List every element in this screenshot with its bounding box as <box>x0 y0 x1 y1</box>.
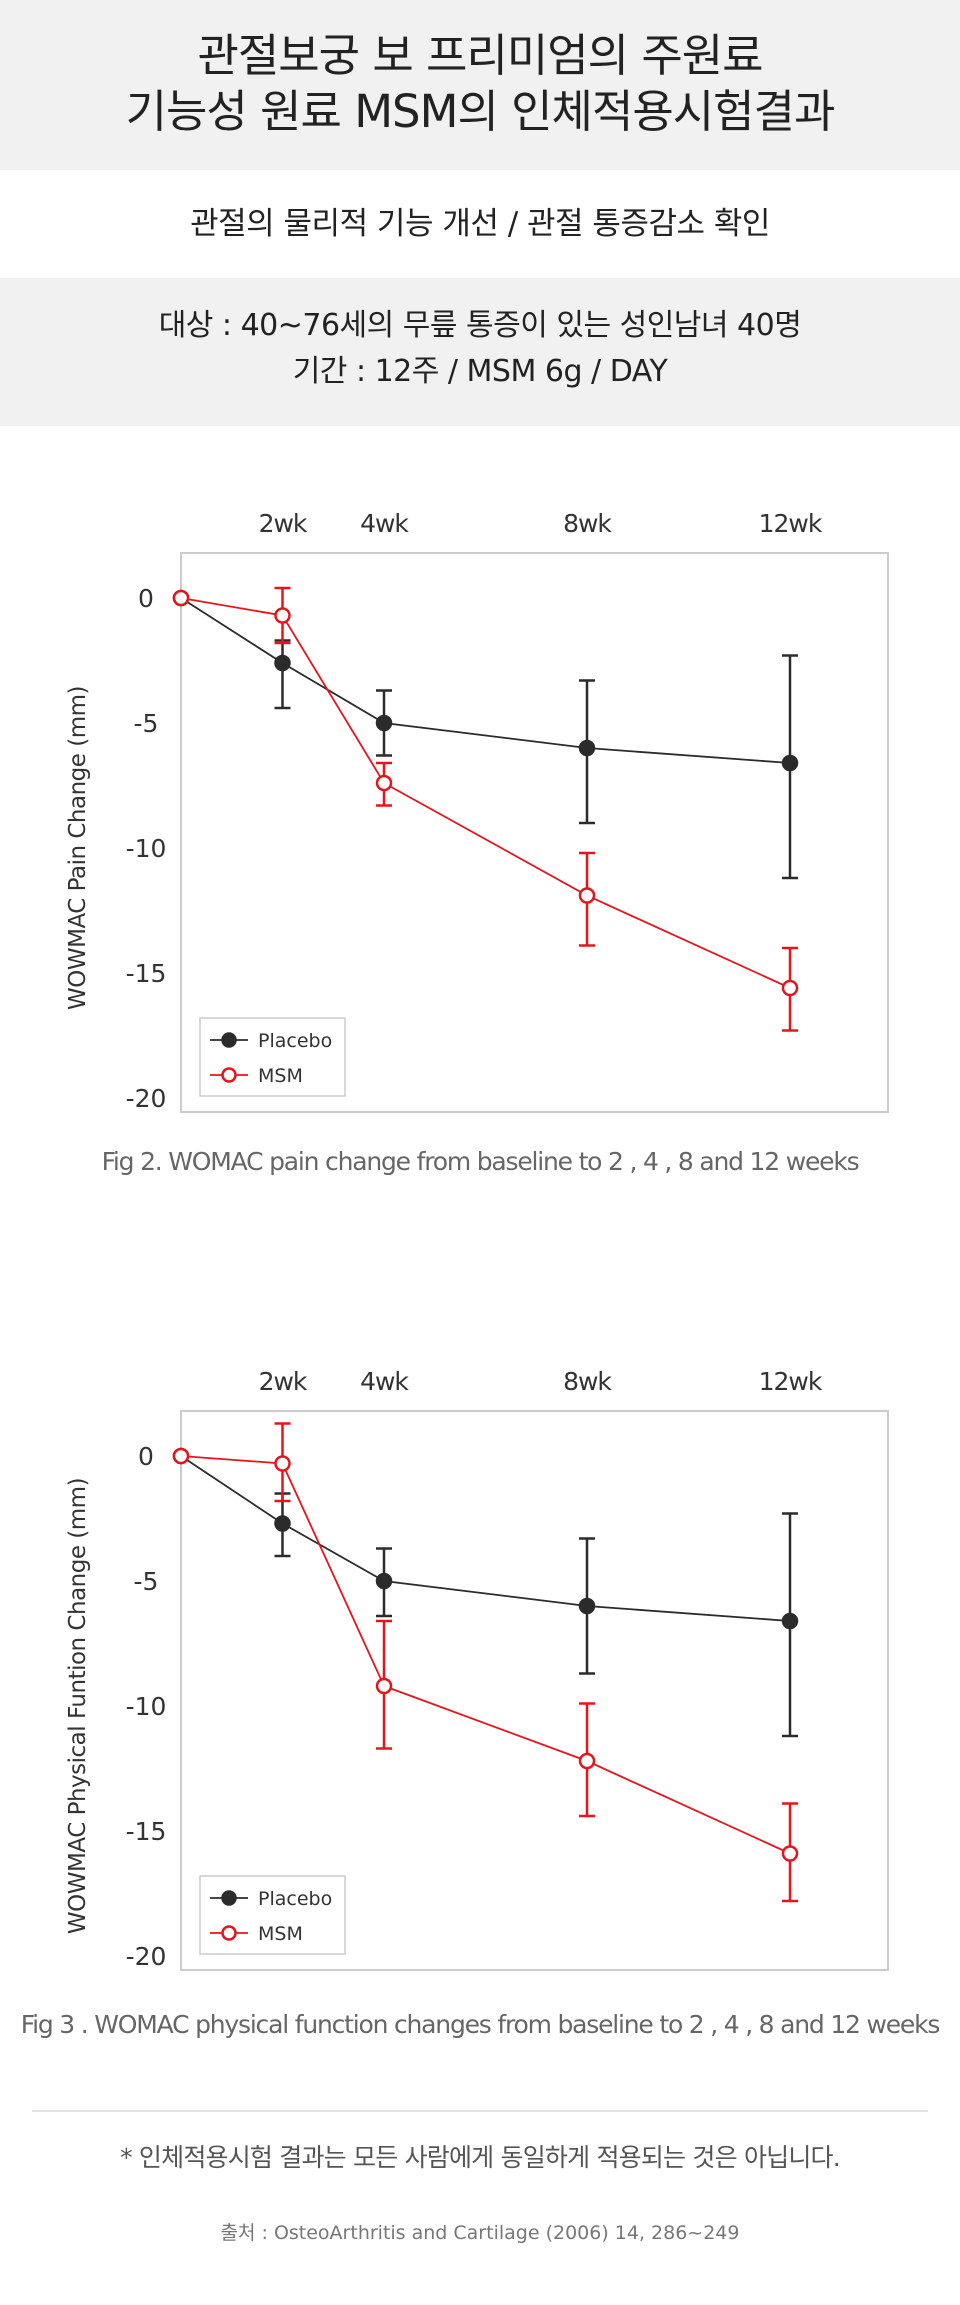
msm-data-point <box>578 887 596 904</box>
plot-frame <box>180 1410 889 1971</box>
legend-box <box>199 1875 346 1955</box>
placebo-data-point <box>375 714 393 732</box>
msm-data-point <box>578 1752 596 1770</box>
x-category-label: 2wk <box>259 509 308 538</box>
legend-marker <box>221 1925 237 1941</box>
legend-label: MSM <box>258 1923 303 1945</box>
placebo-data-point <box>274 654 291 672</box>
placebo-data-point <box>781 754 799 772</box>
msm-data-point <box>172 1447 190 1465</box>
study-subject-line: 대상 : 40~76세의 무릎 통증이 있는 성인남녀 40명 <box>158 308 802 343</box>
placebo-data-point <box>274 1515 291 1532</box>
footer-divider <box>32 2110 928 2112</box>
x-category-label: 2wk <box>259 1367 308 1396</box>
plot-frame <box>180 552 889 1113</box>
y-tick-label: -5 <box>134 1567 159 1596</box>
x-category-label: 8wk <box>563 509 612 538</box>
legend-marker <box>221 1890 237 1906</box>
pain-chart-caption: Fig 2. WOMAC pain change from baseline t… <box>101 1147 860 1176</box>
function-chart-svg: 2wk 4wk 8wk 12wk 0 -5 -10 -15 -20 WOWMAC Physical… <box>65 1367 889 1971</box>
legend-label: Placebo <box>258 1888 332 1910</box>
y-tick-label: -5 <box>134 709 159 738</box>
y-axis-label: WOWMAC Pain Change (mm) <box>65 686 91 1010</box>
legend-label: Placebo <box>258 1030 332 1052</box>
msm-data-point <box>274 607 291 624</box>
placebo-data-point <box>781 1612 799 1630</box>
subtitle-band: 관절의 물리적 기능 개선 / 관절 통증감소 확인 <box>0 170 960 278</box>
source-citation: 출처 : OsteoArthritis and Cartilage (2006)… <box>220 2222 740 2244</box>
y-tick-label: -15 <box>126 959 167 988</box>
page-title-line2: 기능성 원료 MSM의 인체적용시험결과 <box>125 85 836 138</box>
legend-marker <box>221 1032 237 1048</box>
function-chart-caption: Fig 3 . WOMAC physical function changes … <box>20 2010 941 2039</box>
x-category-label: 12wk <box>759 509 823 538</box>
y-tick-label: -10 <box>126 834 167 863</box>
study-info-band: 대상 : 40~76세의 무릎 통증이 있는 성인남녀 40명 기간 : 12주… <box>0 278 960 426</box>
y-tick-label: 0 <box>138 584 154 613</box>
y-tick-label: -20 <box>126 1942 167 1971</box>
disclaimer-text: * 인체적용시험 결과는 모든 사람에게 동일하게 적용되는 것은 아닙니다. <box>120 2143 841 2172</box>
msm-data-point <box>375 774 393 792</box>
page-subtitle: 관절의 물리적 기능 개선 / 관절 통증감소 확인 <box>190 206 770 242</box>
msm-data-point <box>781 1845 799 1862</box>
placebo-data-point <box>375 1572 393 1590</box>
y-axis-label: WOWMAC Physical Funtion Change (mm) <box>65 1478 91 1934</box>
legend-label: MSM <box>258 1065 303 1087</box>
msm-data-point <box>781 979 799 997</box>
msm-data-point <box>172 589 190 607</box>
pain-chart-svg: 2wk 4wk 8wk 12wk 0 -5 -10 -15 -20 WOWMAC Pain Cha… <box>65 509 889 1113</box>
y-tick-label: -10 <box>126 1692 167 1721</box>
x-category-label: 4wk <box>360 1367 409 1396</box>
study-period-line: 기간 : 12주 / MSM 6g / DAY <box>292 354 668 389</box>
msm-data-point <box>375 1677 393 1695</box>
y-tick-label: -20 <box>126 1084 167 1113</box>
msm-series-line <box>180 1455 791 1855</box>
pain-chart: 2wk 4wk 8wk 12wk 0 -5 -10 -15 -20 WOWMAC Pain Cha… <box>0 470 960 1130</box>
legend-marker <box>221 1067 237 1083</box>
legend-box <box>199 1017 346 1097</box>
placebo-data-point <box>578 739 596 757</box>
y-tick-label: -15 <box>126 1817 167 1846</box>
msm-data-point <box>274 1455 291 1472</box>
x-category-label: 8wk <box>563 1367 612 1396</box>
page-title-line1: 관절보궁 보 프리미엄의 주원료 <box>197 29 763 82</box>
function-chart: 2wk 4wk 8wk 12wk 0 -5 -10 -15 -20 WOWMAC Physical… <box>0 1328 960 1988</box>
x-category-label: 4wk <box>360 509 409 538</box>
title-band: 관절보궁 보 프리미엄의 주원료 기능성 원료 MSM의 인체적용시험결과 <box>0 0 960 170</box>
placebo-data-point <box>578 1597 596 1615</box>
x-category-label: 12wk <box>759 1367 823 1396</box>
y-tick-label: 0 <box>138 1442 154 1471</box>
placebo-series-line <box>180 1455 791 1622</box>
placebo-series-line <box>180 597 791 764</box>
